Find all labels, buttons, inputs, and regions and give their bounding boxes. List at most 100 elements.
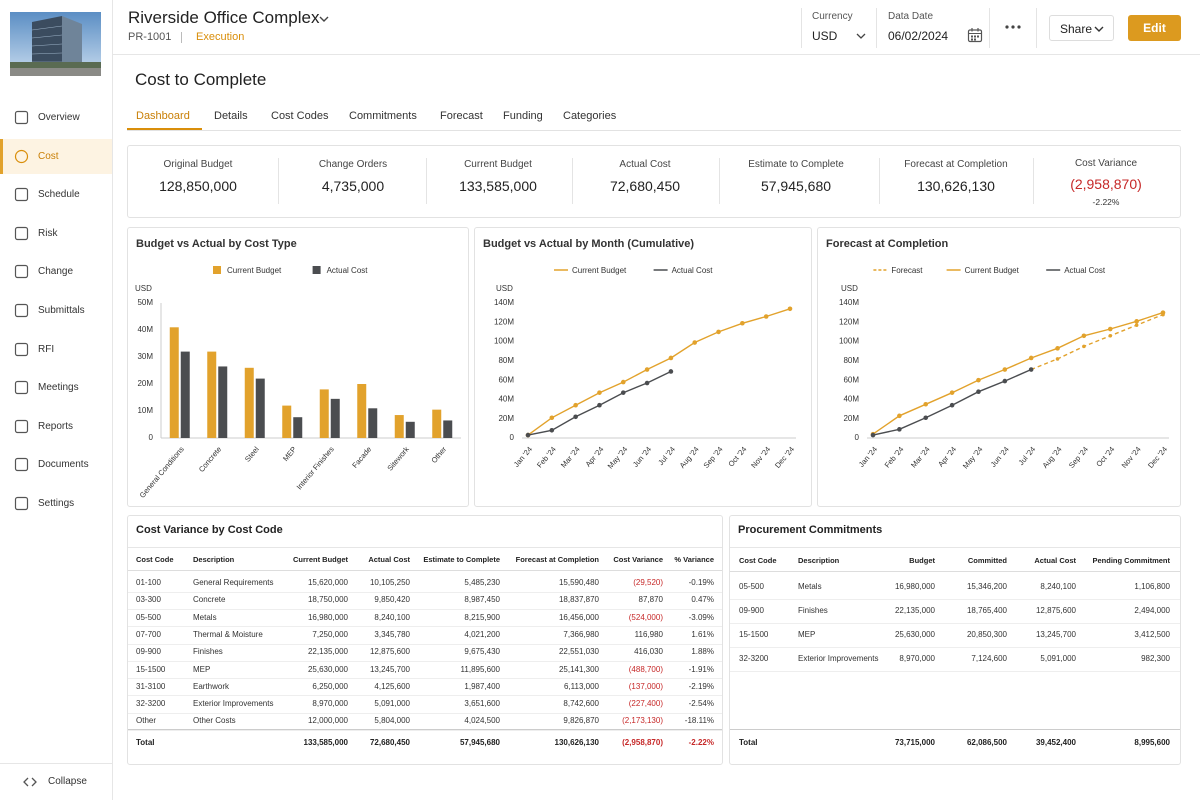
nav-item[interactable]: Change [38, 266, 74, 278]
table-cell: 15-1500 [739, 630, 769, 639]
nav-item[interactable]: Meetings [38, 382, 79, 394]
table-cell: 20,850,300 [966, 630, 1007, 639]
x-tick-label: Apr '24 [936, 445, 958, 469]
nav-icon[interactable] [14, 342, 29, 357]
tab[interactable]: Details [214, 110, 248, 122]
table-header: Cost Variance [613, 555, 663, 564]
nav-item[interactable]: Schedule [38, 189, 80, 201]
x-tick-label: Sep '24 [702, 445, 725, 470]
point [692, 340, 698, 345]
kpi-label: Forecast at Completion [904, 159, 1008, 170]
table-total-label: Total [136, 738, 155, 747]
kpi-separator [879, 158, 880, 204]
currency-label: Currency [812, 11, 853, 22]
tab[interactable]: Categories [563, 110, 617, 122]
table-cell: 05-500 [739, 582, 764, 591]
share-chevron[interactable] [1094, 25, 1104, 33]
nav-item[interactable]: RFI [38, 343, 55, 355]
nav-item[interactable]: Documents [38, 459, 89, 471]
table-header: Actual Cost [368, 555, 410, 564]
more-button[interactable] [1004, 23, 1022, 31]
nav-item[interactable]: Cost [38, 150, 59, 162]
share-button[interactable]: Share [1049, 15, 1114, 41]
project-name[interactable]: Riverside Office Complex [128, 8, 320, 27]
share-label[interactable]: Share [1060, 22, 1093, 36]
point [1028, 367, 1034, 372]
tab[interactable]: Cost Codes [271, 110, 329, 122]
nav-icon[interactable] [14, 457, 29, 472]
project-image [10, 12, 101, 76]
legend-swatch [312, 266, 321, 274]
table-header: Cost Code [739, 556, 777, 565]
table-cell: 16,980,000 [894, 582, 935, 591]
table-cell: 3,345,780 [374, 629, 410, 639]
nav-icon[interactable] [14, 187, 29, 202]
table-total: 133,585,000 [303, 738, 349, 747]
nav-item[interactable]: Submittals [38, 305, 85, 316]
bar [282, 405, 292, 438]
chart-title: Forecast at Completion [826, 238, 949, 250]
table-cell: 22,135,000 [307, 647, 348, 657]
row-border [128, 712, 722, 714]
table-cell: Metals [798, 582, 822, 591]
tab[interactable]: Forecast [440, 110, 483, 122]
table-cell: 15-1500 [136, 664, 166, 674]
edit-label[interactable]: Edit [1143, 21, 1166, 35]
date-label: Data Date [888, 11, 934, 22]
x-tick-label: May '24 [961, 445, 985, 471]
edit-button[interactable]: Edit [1128, 15, 1181, 41]
table-cell: General Requirements [193, 578, 274, 587]
row-border [128, 678, 722, 680]
tab[interactable]: Commitments [349, 110, 417, 122]
date-value[interactable]: 06/02/2024 [888, 29, 949, 43]
table-cell: 05-500 [136, 612, 161, 622]
nav-item[interactable]: Overview [38, 112, 80, 123]
nav-icon[interactable] [14, 226, 29, 241]
table-header: Pending Commitment [1092, 556, 1170, 565]
calendar-icon[interactable] [967, 27, 983, 43]
project-chevron[interactable] [318, 14, 330, 24]
tab[interactable]: Dashboard [136, 110, 190, 122]
nav-icon[interactable] [14, 303, 29, 318]
nav-icon[interactable] [14, 419, 29, 434]
nav-icon[interactable] [14, 149, 29, 164]
x-tick-label: Facade [350, 445, 373, 470]
y-unit: USD [135, 284, 152, 293]
row-border [128, 591, 722, 593]
kpi-separator [572, 158, 573, 204]
table-cell: Exterior Improvements [193, 699, 274, 709]
nav-icon[interactable] [14, 380, 29, 395]
collapse[interactable]: Collapse [48, 776, 87, 787]
x-tick-label: Mar '24 [909, 445, 932, 470]
y-tick-label: 0 [855, 433, 860, 442]
currency-chevron[interactable] [855, 31, 867, 41]
x-tick-label: Jul '24 [1017, 445, 1038, 467]
point [549, 415, 555, 421]
table-cell: Metals [193, 612, 217, 622]
nav-item[interactable]: Settings [38, 498, 75, 509]
nav-icon[interactable] [14, 496, 29, 511]
line [1030, 313, 1164, 371]
nav-item[interactable]: Risk [38, 227, 58, 239]
table-cell: 8,742,600 [563, 699, 599, 709]
total-border [730, 729, 1180, 730]
separator [801, 8, 802, 48]
table-cell: 4,024,500 [464, 716, 500, 726]
nav-item[interactable]: Reports [38, 420, 74, 432]
point [668, 369, 674, 374]
table-cell: 32-3200 [136, 699, 166, 709]
x-tick-label: Dec '24 [1146, 445, 1169, 470]
table-total: -2.22% [688, 738, 714, 747]
currency-value[interactable]: USD [812, 29, 838, 43]
bar [169, 327, 179, 438]
table-cell: 15,346,200 [966, 582, 1007, 591]
point [620, 390, 626, 395]
nav-icon[interactable] [14, 110, 29, 125]
x-tick-label: General Conditions [138, 445, 186, 500]
tab[interactable]: Funding [503, 110, 543, 122]
nav-icon[interactable] [14, 264, 29, 279]
table-cell: 4,125,600 [374, 681, 410, 691]
table-cell: 8,987,450 [464, 595, 500, 605]
table-cell: 11,895,600 [460, 664, 500, 674]
point [1055, 357, 1060, 361]
